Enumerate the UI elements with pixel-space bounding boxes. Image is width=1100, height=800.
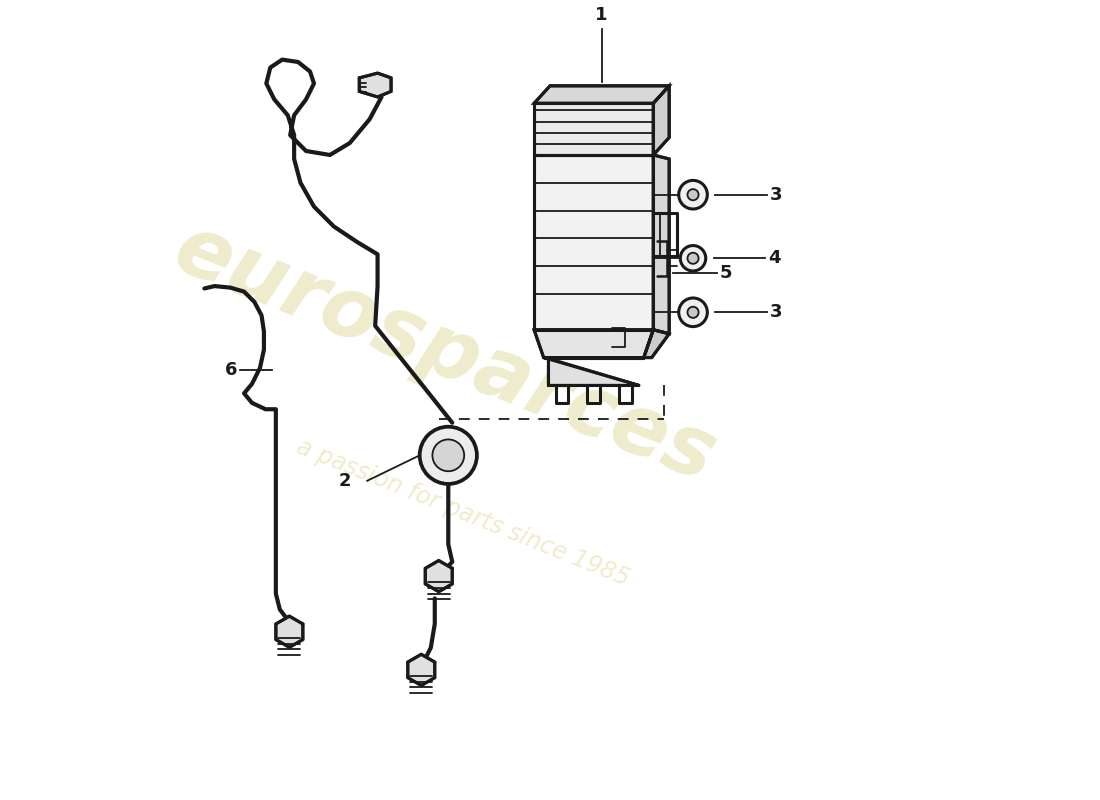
Text: 4: 4: [768, 250, 780, 267]
Polygon shape: [535, 103, 653, 155]
Circle shape: [680, 246, 706, 271]
Circle shape: [679, 298, 707, 326]
Text: 2: 2: [339, 472, 351, 490]
Polygon shape: [535, 330, 653, 358]
Polygon shape: [653, 86, 669, 155]
Circle shape: [688, 253, 698, 264]
Polygon shape: [535, 86, 669, 103]
Text: eurosparces: eurosparces: [163, 208, 727, 499]
Text: 1: 1: [595, 6, 608, 24]
Polygon shape: [653, 155, 669, 334]
Polygon shape: [549, 358, 639, 386]
Polygon shape: [644, 330, 669, 358]
Text: 6: 6: [226, 361, 238, 378]
Circle shape: [432, 439, 464, 471]
Circle shape: [679, 180, 707, 209]
Circle shape: [420, 426, 477, 484]
Circle shape: [688, 306, 698, 318]
Polygon shape: [535, 155, 653, 330]
Text: 3: 3: [769, 186, 782, 204]
Text: 3: 3: [769, 303, 782, 322]
Polygon shape: [360, 73, 392, 97]
Polygon shape: [276, 616, 303, 647]
Polygon shape: [426, 561, 452, 592]
Text: a passion for parts since 1985: a passion for parts since 1985: [293, 434, 632, 590]
Polygon shape: [408, 654, 435, 686]
Circle shape: [688, 189, 698, 200]
Text: 5: 5: [719, 263, 732, 282]
